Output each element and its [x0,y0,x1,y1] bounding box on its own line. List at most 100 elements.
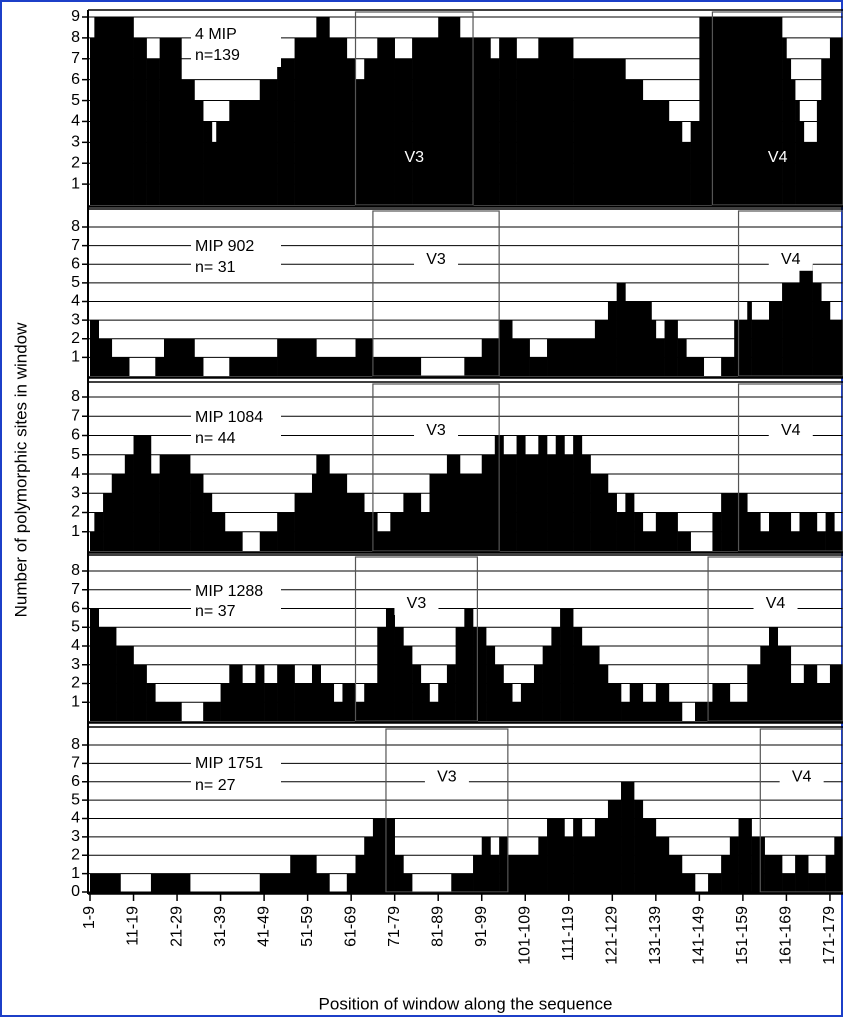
step-bar [146,58,160,206]
x-tick-label: 161-169 [778,906,795,965]
step-bar [747,664,761,721]
step-bar [803,664,818,721]
step-bar [194,100,204,205]
step-bar [816,531,826,551]
step-bar [769,512,792,551]
step-bar [451,873,474,892]
step-bar [311,474,317,551]
x-tick-label: 81-89 [429,906,446,947]
step-bar [503,454,517,551]
step-bar [607,301,617,376]
step-bar [181,79,195,205]
step-bar [255,664,265,721]
region-label-bg [768,419,813,442]
step-bar [329,474,348,551]
step-bar [90,873,121,892]
y-tick-label: 6 [71,71,80,88]
step-bar [607,493,617,551]
x-tick-label: 11-19 [125,906,142,946]
step-bar [355,855,365,892]
y-tick-label: 4 [71,637,80,654]
x-tick-label: 151-159 [734,906,751,965]
step-bar [533,664,543,721]
step-bar [790,79,796,205]
step-bar [203,121,213,205]
step-bar [385,608,395,721]
step-bar [98,338,113,376]
step-bar [829,320,843,376]
step-bar [346,58,356,206]
step-bar [764,855,783,892]
y-tick-label: 8 [71,736,80,753]
step-bar [547,818,565,892]
step-bar [364,512,378,551]
step-bar [264,683,278,721]
y-tick-label: 8 [71,29,80,46]
y-tick-label: 4 [71,113,80,130]
step-bar [642,818,657,892]
y-tick-label: 2 [71,504,80,521]
step-bar [446,454,461,551]
step-bar [581,454,591,551]
x-tick-label: 131-139 [647,906,664,965]
panel-name: 4 MIP [195,26,237,43]
x-tick-label: 91-99 [473,906,490,947]
step-bar [486,646,496,721]
step-bar [211,512,226,551]
step-bar [259,873,291,892]
step-bar [412,37,439,206]
y-tick-label: 7 [71,581,80,598]
step-bar [133,435,152,551]
step-bar [159,37,182,206]
step-bar [821,58,831,206]
region-label: V4 [781,422,801,439]
region-box [759,728,843,893]
y-tick-label: 6 [71,600,80,617]
step-bar [795,855,809,892]
y-tick-label: 8 [71,562,80,579]
step-bar [651,320,657,376]
step-bar [316,17,330,205]
x-tick-label: 1-9 [81,906,98,929]
step-bar [507,855,539,892]
region-label: V3 [426,251,446,268]
step-bar [642,100,670,205]
x-tick-label: 71-79 [386,906,403,947]
step-bar [459,474,483,551]
step-bar [594,320,609,376]
y-tick-label: 3 [71,134,80,151]
step-bar [625,79,644,205]
step-bar [512,338,530,376]
step-bar [346,493,365,551]
step-bar [777,646,792,721]
step-bar [159,454,191,551]
step-bar [242,683,256,721]
step-bar [229,664,243,721]
step-bar [829,664,843,721]
y-tick-label: 7 [71,237,80,254]
step-bar [150,873,191,892]
y-tick-label: 2 [71,154,80,171]
step-bar [277,338,317,376]
panel-name: MIP 1751 [195,755,263,772]
region-box [737,383,843,552]
panel-n: n= 44 [195,430,236,447]
step-bar [721,855,731,892]
step-bar [520,683,535,721]
step-bar [355,79,365,205]
x-tick-label: 111-119 [560,906,577,961]
step-bar [394,627,404,721]
step-bar [525,454,539,551]
step-bar [655,683,670,721]
region-label-bg [394,593,439,615]
step-bar [790,531,800,551]
step-bar [621,781,635,892]
step-bar [721,357,735,376]
panel-n: n= 37 [195,603,236,620]
step-bar [799,512,818,551]
step-bar [229,100,261,205]
region-label-bg [414,248,459,271]
step-bar [90,320,100,376]
step-bar [512,702,522,721]
